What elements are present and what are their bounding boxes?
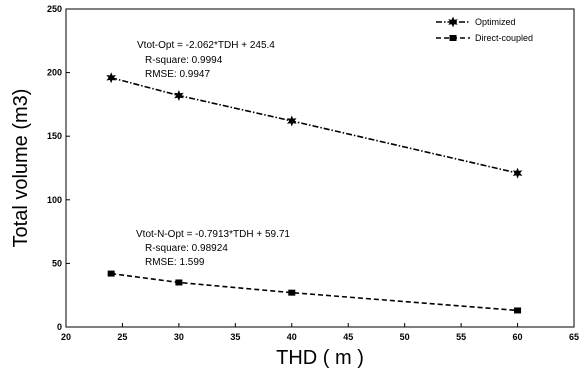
x-axis-label: THD ( m ) — [276, 347, 364, 369]
annotation-1-2: RMSE: 1.599 — [145, 257, 205, 268]
data-point-1-2 — [288, 289, 296, 296]
series-line-1 — [111, 272, 518, 312]
data-point-1-1 — [175, 279, 183, 286]
data-point-0-0 — [106, 72, 116, 84]
annotation-0-2: RMSE: 0.9947 — [145, 69, 210, 80]
x-tick-label: 35 — [230, 332, 240, 342]
x-tick-label: 50 — [400, 332, 410, 342]
y-axis-ticks: 0 50 100 150 200 250 — [47, 4, 70, 332]
data-point-0-1 — [174, 90, 184, 101]
data-point-1-0 — [107, 270, 115, 277]
x-tick-label: 55 — [456, 332, 466, 342]
x-axis-ticks: 20 25 30 35 40 45 50 55 60 65 — [61, 323, 579, 342]
legend-label-0: Optimized — [475, 17, 516, 27]
series-line-0 — [110, 76, 518, 174]
data-point-1-3 — [514, 307, 522, 314]
legend: Optimized Direct-coupled — [436, 16, 533, 43]
x-tick-label: 65 — [569, 332, 579, 342]
plot-frame — [65, 8, 575, 328]
legend-marker-1 — [449, 35, 457, 41]
annotation-0-1: R-square: 0.9994 — [145, 55, 223, 66]
y-axis-label: Total volume (m3) — [10, 89, 32, 248]
data-point-0-2 — [287, 115, 297, 127]
annotation-1-0: Vtot-N-Opt = -0.7913*TDH + 59.71 — [136, 229, 290, 240]
y-tick-label: 250 — [47, 4, 62, 14]
x-tick-label: 60 — [513, 332, 523, 342]
x-tick-label: 45 — [343, 332, 353, 342]
x-tick-label: 25 — [117, 332, 127, 342]
y-tick-label: 200 — [47, 68, 62, 78]
x-tick-label: 40 — [287, 332, 297, 342]
annotation-layer: Vtot-Opt = -2.062*TDH + 245.4 R-square: 0… — [136, 40, 290, 268]
legend-label-1: Direct-coupled — [475, 33, 533, 43]
x-tick-label: 30 — [174, 332, 184, 342]
y-tick-label: 50 — [52, 258, 62, 268]
annotation-0-0: Vtot-Opt = -2.062*TDH + 245.4 — [137, 40, 275, 51]
annotation-1-1: R-square: 0.98924 — [145, 243, 228, 254]
y-tick-label: 0 — [57, 322, 62, 332]
legend-marker-0 — [448, 16, 458, 28]
data-point-0-3 — [512, 167, 523, 179]
x-tick-label: 20 — [61, 332, 71, 342]
series-layer — [106, 72, 523, 314]
y-tick-label: 150 — [47, 131, 62, 141]
y-tick-label: 100 — [47, 195, 62, 205]
